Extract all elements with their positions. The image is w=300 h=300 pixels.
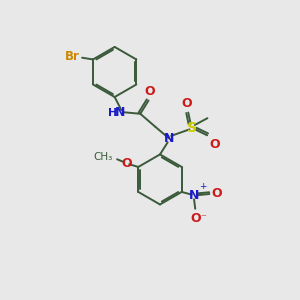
Text: O: O bbox=[209, 138, 220, 151]
Text: O: O bbox=[190, 212, 200, 225]
Text: O: O bbox=[122, 157, 133, 170]
Text: ⁻: ⁻ bbox=[200, 213, 206, 223]
Text: +: + bbox=[199, 182, 206, 191]
Text: Br: Br bbox=[65, 50, 80, 63]
Text: N: N bbox=[189, 189, 199, 202]
Text: N: N bbox=[115, 106, 125, 119]
Text: H: H bbox=[108, 108, 117, 118]
Text: S: S bbox=[187, 121, 197, 135]
Text: CH₃: CH₃ bbox=[94, 152, 113, 162]
Text: O: O bbox=[212, 187, 222, 200]
Text: O: O bbox=[182, 97, 192, 110]
Text: O: O bbox=[144, 85, 155, 98]
Text: N: N bbox=[164, 132, 174, 145]
